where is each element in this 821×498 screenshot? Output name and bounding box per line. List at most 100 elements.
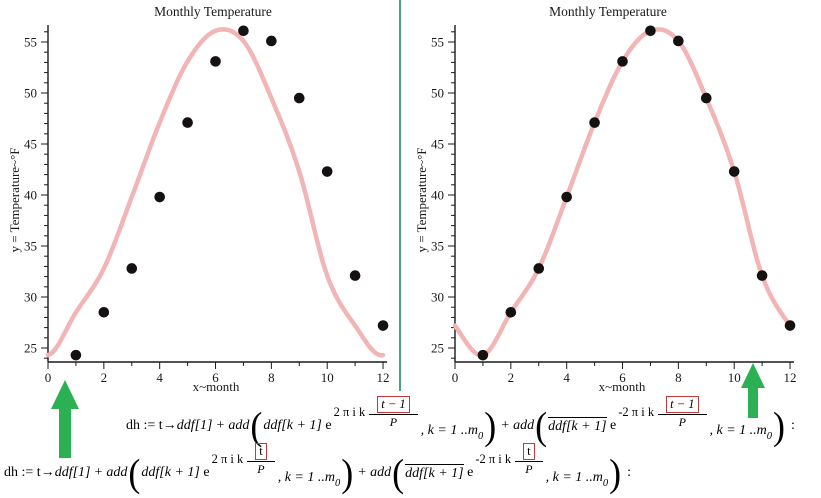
data-point <box>756 270 768 281</box>
x-tick-label: 12 <box>377 370 390 385</box>
highlighted-variable: t <box>523 443 535 460</box>
highlighted-variable: t − 1 <box>377 396 410 413</box>
formula-first-term: ddf[1] <box>176 418 213 433</box>
data-point <box>154 191 165 203</box>
green-up-arrow-right <box>741 363 765 418</box>
summand-base: ddf[k + 1] <box>263 418 322 433</box>
euler-e: e <box>606 418 617 433</box>
y-tick-label: 55 <box>24 35 37 50</box>
data-point <box>238 25 249 37</box>
data-point <box>98 307 110 318</box>
summation-range: , k = 1 ..m <box>277 470 335 485</box>
add-function: add <box>513 418 535 433</box>
divider-line <box>399 0 401 391</box>
data-point <box>477 349 489 361</box>
chart-right-plot: 0 2 4 6 8 10 12 25 30 35 40 45 50 55 <box>431 25 797 385</box>
data-point <box>126 263 138 274</box>
x-tick-label: 2 <box>101 370 108 385</box>
plus-sign: + <box>216 418 225 433</box>
highlighted-variable: t − 1 <box>666 396 699 413</box>
chart-right-xaxis-label: x~month <box>598 379 646 394</box>
data-point <box>505 307 517 318</box>
formula-lhs: dh := t→ <box>126 418 177 433</box>
y-tick-label: 35 <box>24 239 37 254</box>
y-tick-label: 25 <box>431 341 444 356</box>
data-point <box>561 191 572 203</box>
summation-range: , k = 1 ..m <box>545 470 603 485</box>
x-tick-label: 10 <box>321 370 334 385</box>
fit-curve <box>45 27 386 358</box>
y-tick-label: 30 <box>24 290 37 305</box>
x-tick-label: 0 <box>452 370 459 385</box>
formula-lhs: dh := t→ <box>4 465 55 480</box>
fit-curve <box>452 27 793 358</box>
y-tick-label: 55 <box>431 35 444 50</box>
y-tick-label: 25 <box>24 341 37 356</box>
y-tick-label: 45 <box>24 137 37 152</box>
fraction-denominator: P <box>525 461 533 476</box>
chart-left-yaxis-label: y = Temperature~°F <box>7 147 22 253</box>
data-point <box>70 349 82 361</box>
chart-right-yaxis-label: y = Temperature~°F <box>414 147 429 253</box>
formula-first-term: ddf[1] <box>54 465 91 480</box>
summation-range: , k = 1 ..m <box>709 423 767 438</box>
data-point <box>645 25 656 37</box>
data-point <box>377 320 389 331</box>
range-subscript: 0 <box>477 430 484 442</box>
add-function: add <box>370 465 392 480</box>
fraction-denominator: P <box>389 414 398 429</box>
range-subscript: 0 <box>766 430 773 442</box>
x-tick-label: 12 <box>784 370 797 385</box>
y-tick-label: 45 <box>431 137 444 152</box>
exponent-prefix: 2 π i k <box>333 405 366 420</box>
euler-e: e <box>321 418 332 433</box>
data-point <box>293 92 305 104</box>
statement-terminator: : <box>791 418 795 433</box>
data-point <box>321 166 333 177</box>
chart-right-title: Monthly Temperature <box>549 4 667 19</box>
data-point <box>349 270 361 281</box>
highlighted-variable: t <box>255 443 267 460</box>
plus-sign: + <box>94 465 103 480</box>
data-point <box>533 263 545 274</box>
x-tick-label: 8 <box>675 370 682 385</box>
exponent-prefix: 2 π i k <box>211 452 244 467</box>
x-tick-label: 10 <box>728 370 741 385</box>
y-tick-label: 30 <box>431 290 444 305</box>
fraction-denominator: P <box>257 461 265 476</box>
statement-terminator: : <box>627 465 632 480</box>
conjugate-summand-base: ddf[k + 1] <box>405 464 464 481</box>
chart-left-plot: 0 2 4 6 8 10 12 25 30 35 40 45 50 55 <box>24 25 390 385</box>
y-tick-label: 35 <box>431 239 444 254</box>
x-tick-label: 8 <box>268 370 275 385</box>
x-tick-label: 2 <box>508 370 514 385</box>
plus-sign: + <box>501 418 510 433</box>
data-point <box>266 35 277 47</box>
add-function: add <box>106 465 128 480</box>
summation-range: , k = 1 ..m <box>420 423 478 438</box>
exponent-prefix: -2 π i k <box>475 452 512 467</box>
fraction-denominator: P <box>678 414 686 429</box>
x-tick-label: 6 <box>619 370 626 385</box>
conjugate-summand-base: ddf[k + 1] <box>548 417 607 434</box>
add-function: add <box>228 418 250 433</box>
data-point <box>673 35 684 47</box>
euler-e: e <box>463 465 474 480</box>
summand-base: ddf[k + 1] <box>141 465 200 480</box>
data-point <box>700 92 712 104</box>
data-point <box>728 166 740 177</box>
y-tick-label: 40 <box>24 188 37 203</box>
data-point <box>210 56 221 67</box>
y-tick-label: 50 <box>431 86 444 101</box>
data-point <box>617 56 628 67</box>
